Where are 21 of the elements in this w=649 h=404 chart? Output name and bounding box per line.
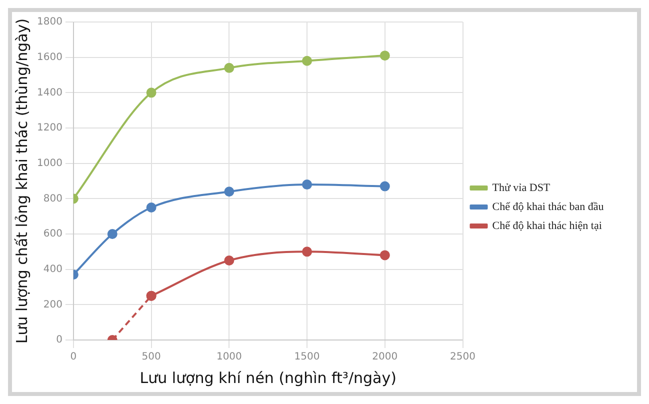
y-tick-label: 200 <box>43 299 62 310</box>
y-tick-label: 800 <box>43 193 62 204</box>
y-tick-label: 1000 <box>36 158 62 169</box>
legend-label: Chế độ khai thác hiện tại <box>492 220 602 232</box>
x-tick-label: 2000 <box>372 352 398 363</box>
x-tick-label: 0 <box>70 352 77 363</box>
y-axis-title: Lưu lượng chất lỏng khai thác (thùng/ngày) <box>12 18 31 344</box>
y-tick-label: 1200 <box>36 122 62 134</box>
y-tick-label: 1800 <box>36 16 62 28</box>
x-tick-label: 2500 <box>450 352 476 363</box>
y-tick-label: 0 <box>56 334 62 346</box>
x-axis-title: Lưu lượng khí nén (nghìn ft³/ngày) <box>140 368 396 387</box>
y-tick-label: 600 <box>43 228 62 240</box>
legend-label: Chế độ khai thác ban đầu <box>492 200 604 213</box>
y-tick-label: 400 <box>43 264 62 275</box>
y-tick-label: 1400 <box>36 87 62 98</box>
x-tick-label: 500 <box>142 352 161 363</box>
x-tick-label: 1500 <box>294 352 320 363</box>
x-tick-label: 1000 <box>216 352 242 363</box>
y-tick-label: 1600 <box>36 52 62 63</box>
legend-label: Thử vỉa DST <box>492 182 550 194</box>
